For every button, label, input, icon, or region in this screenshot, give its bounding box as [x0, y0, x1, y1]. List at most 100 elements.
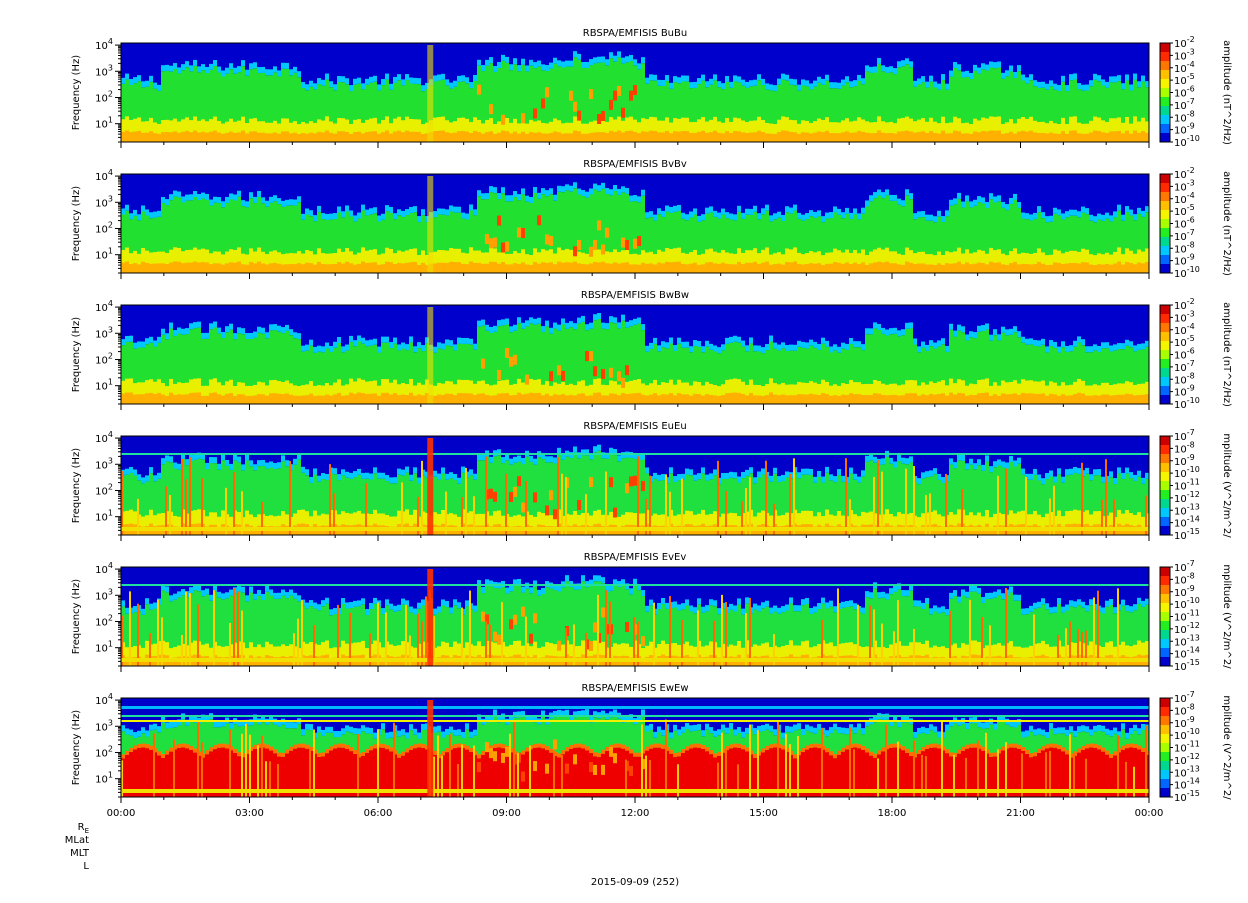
- y-tick-label-exp: 4: [108, 561, 113, 570]
- colorbar-segment: [1160, 255, 1170, 265]
- panel-title: RBSPA/EMFISIS EuEu: [583, 421, 686, 432]
- colorbar-segment: [1160, 219, 1170, 229]
- y-tick-label-base: 10: [95, 251, 108, 262]
- colorbar-tick-label-exp: -2: [1187, 35, 1195, 44]
- colorbar-segment: [1160, 79, 1170, 89]
- y-tick-label: 103: [95, 718, 113, 733]
- y-tick-label-exp: 3: [108, 325, 113, 334]
- colorbar-tick-label-exp: -6: [1187, 347, 1195, 356]
- colorbar-segment: [1160, 350, 1170, 360]
- y-tick-label-base: 10: [95, 748, 108, 759]
- colorbar-tick-label-exp: -15: [1187, 658, 1200, 667]
- y-axis-title: Frequency (Hz): [71, 317, 82, 393]
- colorbar-segment: [1160, 576, 1170, 586]
- spectrogram-panel-5: RBSPA/EMFISIS EvEv101102103104Frequency …: [71, 552, 1232, 673]
- y-axis-title: Frequency (Hz): [71, 579, 82, 655]
- colorbar-label: amplitude (nT^2/Hz): [1221, 171, 1232, 276]
- colorbar-tick-label-exp: -8: [1187, 571, 1195, 580]
- colorbar-tick-label-base: 10: [1174, 351, 1187, 362]
- colorbar-segment: [1160, 43, 1170, 53]
- colorbar-label: mplitude (V^2/m^2/: [1221, 695, 1232, 800]
- spectrogram-panel-1: RBSPA/EMFISIS BuBu101102103104Frequency …: [71, 28, 1232, 149]
- colorbar-tick-label-exp: -9: [1187, 584, 1195, 593]
- colorbar-tick-label-exp: -8: [1187, 440, 1195, 449]
- colorbar-tick-label-base: 10: [1174, 756, 1187, 767]
- colorbar-segment: [1160, 752, 1170, 762]
- colorbar-tick-label-exp: -7: [1187, 559, 1195, 568]
- colorbar-segment: [1160, 228, 1170, 238]
- y-tick-label-base: 10: [95, 355, 108, 366]
- panel-title: RBSPA/EMFISIS EvEv: [584, 552, 687, 563]
- colorbar-segment: [1160, 481, 1170, 491]
- ephemeris-label-text: MLat: [65, 835, 89, 846]
- colorbar-4: 10-710-810-910-1010-1110-1210-1310-1410-…: [1160, 428, 1232, 542]
- colorbar-segment: [1160, 386, 1170, 396]
- y-tick-label-exp: 2: [108, 744, 113, 753]
- colorbar-tick-label-base: 10: [1174, 51, 1187, 62]
- y-tick-label: 102: [95, 613, 113, 628]
- colorbar-segment: [1160, 648, 1170, 658]
- colorbar-segment: [1160, 201, 1170, 211]
- colorbar-segment: [1160, 761, 1170, 771]
- colorbar-segment: [1160, 97, 1170, 107]
- y-tick-label-base: 10: [95, 224, 108, 235]
- x-tick-label: 15:00: [749, 808, 778, 819]
- colorbar-tick-label-base: 10: [1174, 519, 1187, 530]
- colorbar-tick-label-exp: -13: [1187, 502, 1200, 511]
- colorbar-label: amplitude (nT^2/Hz): [1221, 40, 1232, 145]
- colorbar-tick-label-exp: -10: [1187, 465, 1200, 474]
- colorbar-segment: [1160, 517, 1170, 527]
- colorbar-tick-label-base: 10: [1174, 170, 1187, 181]
- colorbar-tick-label-base: 10: [1174, 113, 1187, 124]
- y-tick-label: 102: [95, 89, 113, 104]
- colorbar-tick-label-exp: -8: [1187, 371, 1195, 380]
- colorbar-tick-label-exp: -15: [1187, 789, 1200, 798]
- colorbar-tick-label-exp: -14: [1187, 777, 1200, 786]
- colorbar-tick-label-base: 10: [1174, 220, 1187, 231]
- y-tick-label-exp: 4: [108, 168, 113, 177]
- colorbar-tick-label-base: 10: [1174, 89, 1187, 100]
- y-tick-label-exp: 1: [108, 378, 113, 387]
- spectrogram-panel-3: RBSPA/EMFISIS BwBw101102103104Frequency …: [71, 290, 1232, 411]
- colorbar-tick-label-base: 10: [1174, 444, 1187, 455]
- colorbar-segment: [1160, 499, 1170, 509]
- y-tick-label-exp: 2: [108, 613, 113, 622]
- colorbar-tick-label-base: 10: [1174, 588, 1187, 599]
- colorbar-segment: [1160, 124, 1170, 134]
- colorbar-tick-label-exp: -10: [1187, 596, 1200, 605]
- colorbar-tick-label-base: 10: [1174, 400, 1187, 411]
- y-tick-label-base: 10: [95, 460, 108, 471]
- colorbar-tick-label-exp: -4: [1187, 191, 1195, 200]
- colorbar-segment: [1160, 52, 1170, 62]
- y-tick-label: 102: [95, 482, 113, 497]
- colorbar-tick-label-base: 10: [1174, 563, 1187, 574]
- panel-title: RBSPA/EMFISIS BuBu: [583, 28, 687, 39]
- colorbar-tick-label-exp: -9: [1187, 122, 1195, 131]
- colorbar-tick-label-base: 10: [1174, 232, 1187, 243]
- y-tick-label: 104: [95, 168, 113, 183]
- y-tick-label: 103: [95, 194, 113, 209]
- y-tick-label-exp: 2: [108, 89, 113, 98]
- colorbar-segment: [1160, 567, 1170, 577]
- colorbar-segment: [1160, 612, 1170, 622]
- colorbar-segment: [1160, 332, 1170, 342]
- colorbar-segment: [1160, 621, 1170, 631]
- spectrogram-heatmap-4: [121, 436, 1149, 535]
- colorbar-tick-label-exp: -12: [1187, 752, 1200, 761]
- y-tick-label: 104: [95, 37, 113, 52]
- colorbar-segment: [1160, 70, 1170, 80]
- y-tick-label-base: 10: [95, 41, 108, 52]
- y-tick-label-base: 10: [95, 696, 108, 707]
- colorbar-tick-label-base: 10: [1174, 781, 1187, 792]
- y-tick-label: 102: [95, 351, 113, 366]
- ephemeris-label-text: MLT: [70, 848, 90, 859]
- y-tick-label-exp: 1: [108, 116, 113, 125]
- colorbar-label: amplitude (nT^2/Hz): [1221, 302, 1232, 407]
- spectrogram-heatmap-3: [121, 305, 1149, 404]
- colorbar-tick-label-base: 10: [1174, 494, 1187, 505]
- colorbar-segment: [1160, 395, 1170, 405]
- colorbar-tick-label-exp: -6: [1187, 85, 1195, 94]
- panel-title: RBSPA/EMFISIS BvBv: [583, 159, 687, 170]
